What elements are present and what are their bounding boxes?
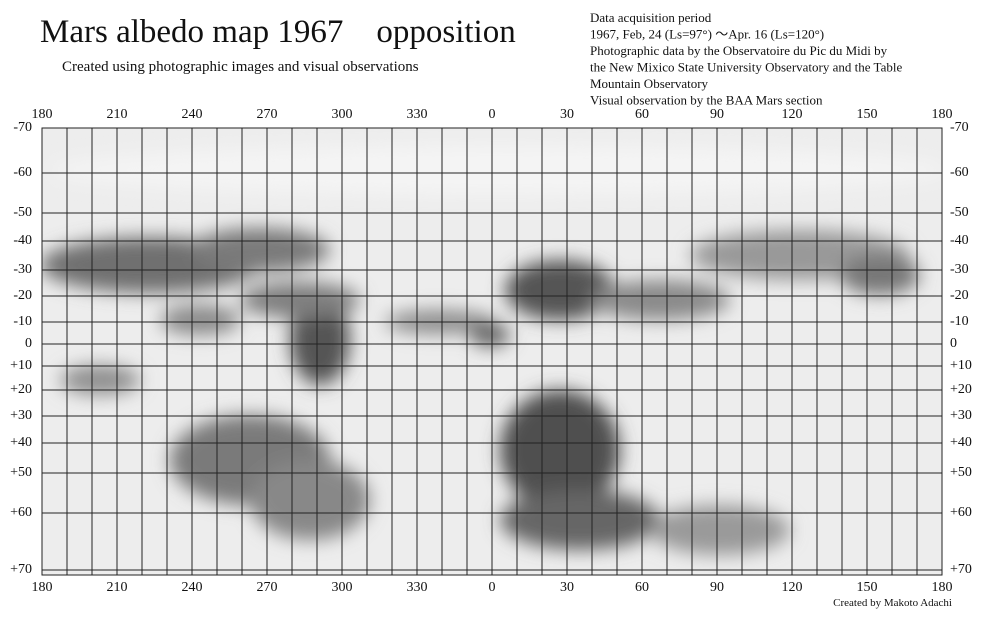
longitude-label: 330 [407, 580, 428, 595]
info-line: the New Mixico State University Observat… [590, 60, 902, 75]
credit: Created by Makoto Adachi [833, 597, 952, 609]
latitude-label: 0 [950, 336, 957, 351]
latitude-label: -40 [13, 233, 32, 248]
latitude-label: +70 [950, 562, 972, 577]
longitude-label: 30 [560, 107, 574, 122]
longitude-label: 210 [107, 580, 128, 595]
longitude-label: 330 [407, 107, 428, 122]
longitude-label: 180 [932, 580, 953, 595]
longitude-label: 0 [489, 107, 496, 122]
latitude-label: +70 [10, 562, 32, 577]
info-line: Mountain Observatory [590, 76, 709, 91]
info-line: 1967, Feb, 24 (Ls=97°) ～Apr. 16 (Ls=120°… [590, 27, 824, 42]
longitude-label: 180 [32, 580, 53, 595]
latitude-label: -40 [950, 233, 969, 248]
longitude-label: 0 [489, 580, 496, 595]
latitude-label: -20 [13, 288, 32, 303]
latitude-label: +40 [950, 435, 972, 450]
latitude-label: +60 [950, 505, 972, 520]
longitude-label: 240 [182, 107, 203, 122]
latitude-label: +50 [10, 465, 32, 480]
latitude-label: +40 [10, 435, 32, 450]
latitude-label: -30 [950, 262, 969, 277]
longitude-label: 270 [257, 107, 278, 122]
longitude-label: 300 [332, 107, 353, 122]
longitude-label: 30 [560, 580, 574, 595]
longitude-label: 180 [932, 107, 953, 122]
longitude-label: 90 [710, 580, 724, 595]
axis-labels: 1801802102102402402702703003003303300030… [10, 107, 972, 595]
graticule [41, 127, 943, 576]
info-line: Visual observation by the BAA Mars secti… [590, 93, 823, 108]
latitude-label: -60 [13, 165, 32, 180]
latitude-label: +30 [950, 408, 972, 423]
longitude-label: 120 [782, 107, 803, 122]
info-block: Data acquisition period 1967, Feb, 24 (Ls… [590, 10, 902, 108]
subtitle: Created using photographic images and vi… [62, 59, 419, 75]
latitude-label: +10 [10, 358, 32, 373]
latitude-label: +50 [950, 465, 972, 480]
albedo-features [42, 145, 942, 555]
latitude-label: +20 [10, 382, 32, 397]
longitude-label: 150 [857, 107, 878, 122]
latitude-label: -70 [13, 120, 32, 135]
latitude-label: -20 [950, 288, 969, 303]
latitude-label: +20 [950, 382, 972, 397]
latitude-label: -10 [13, 314, 32, 329]
info-line: Photographic data by the Observatoire du… [590, 43, 888, 58]
latitude-label: -10 [950, 314, 969, 329]
latitude-label: -30 [13, 262, 32, 277]
longitude-label: 210 [107, 107, 128, 122]
latitude-label: +30 [10, 408, 32, 423]
latitude-label: +60 [10, 505, 32, 520]
latitude-label: -50 [13, 205, 32, 220]
latitude-label: 0 [25, 336, 32, 351]
title: Mars albedo map 1967 opposition [40, 14, 516, 50]
latitude-label: -50 [950, 205, 969, 220]
longitude-label: 180 [32, 107, 53, 122]
longitude-label: 240 [182, 580, 203, 595]
map-border [41, 127, 943, 576]
latitude-label: -70 [950, 120, 969, 135]
longitude-label: 300 [332, 580, 353, 595]
longitude-label: 90 [710, 107, 724, 122]
latitude-label: +10 [950, 358, 972, 373]
info-line: Data acquisition period [590, 10, 712, 25]
longitude-label: 60 [635, 107, 649, 122]
longitude-label: 60 [635, 580, 649, 595]
longitude-label: 120 [782, 580, 803, 595]
longitude-label: 270 [257, 580, 278, 595]
latitude-label: -60 [950, 165, 969, 180]
longitude-label: 150 [857, 580, 878, 595]
